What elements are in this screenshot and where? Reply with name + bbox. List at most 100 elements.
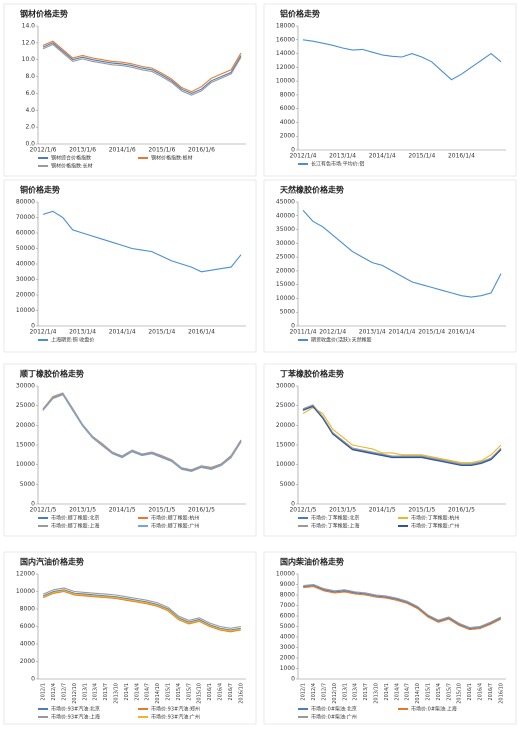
legend-label: 市场价:丁苯橡胶:广州 (411, 523, 459, 530)
series-line (42, 43, 242, 96)
y-tick-label: 2000 (280, 133, 295, 140)
x-tick-label: 2012/1 (301, 683, 307, 701)
legend-label: 市场价:0#柴油:北京 (311, 706, 357, 713)
series-line (42, 40, 242, 93)
x-tick-label: 2013/4 (93, 683, 99, 701)
y-tick-label: 16000 (276, 36, 295, 43)
y-tick-label: 80000 (16, 199, 35, 206)
y-tick-label: 5000 (280, 623, 295, 630)
y-tick-label: 45000 (276, 199, 295, 206)
x-tick-label: 2013/1 (342, 683, 348, 701)
y-tick-label: 30000 (16, 383, 35, 390)
x-tick-label: 2014/10 (415, 683, 421, 704)
y-tick-label: 8000 (280, 91, 295, 98)
x-tick-label: 2016/1/6 (188, 147, 215, 154)
panel (263, 179, 517, 353)
panel (3, 551, 257, 725)
x-tick-label: 2016/1 (207, 683, 213, 701)
x-tick-label: 2014/4 (134, 683, 140, 701)
legend-label: 市场价:顺丁橡胶:北京 (51, 515, 99, 522)
y-tick-label: 30000 (16, 276, 35, 283)
x-tick-label: 2011/1/4 (289, 329, 316, 336)
y-tick-label: 6000 (280, 105, 295, 112)
x-tick-label: 2014/7 (405, 683, 411, 701)
series-line (303, 583, 502, 629)
y-tick-label: 10000 (276, 78, 295, 85)
y-tick-label: 40000 (276, 212, 295, 219)
series-line (42, 590, 241, 633)
x-tick-label: 2016/1/4 (188, 329, 215, 336)
y-tick-label: 15000 (276, 281, 295, 288)
legend-label: 市场价:93#汽油:上海 (51, 714, 100, 721)
chart-title: 铜价格走势 (20, 185, 60, 195)
series-line (302, 404, 502, 465)
legend-label: 市场价:顺丁橡胶:上海 (51, 523, 99, 530)
y-tick-label: 18000 (276, 23, 295, 30)
x-tick-label: 2012/1/5 (289, 507, 316, 514)
panel (3, 3, 257, 177)
chart-title: 顺丁橡胶价格走势 (20, 369, 84, 379)
x-tick-label: 2016/1/4 (448, 153, 475, 160)
y-tick-label: 5000 (280, 481, 295, 488)
x-tick-label: 2015/10 (197, 683, 203, 704)
chart-title: 钢材价格走势 (20, 9, 68, 19)
y-tick-label: 10000 (16, 461, 35, 468)
panel (263, 363, 517, 537)
x-tick-label: 2015/4 (436, 683, 442, 701)
legend-label: 期货收盘价(活跃):天然橡胶 (311, 337, 372, 344)
x-tick-label: 2015/1/5 (408, 507, 435, 514)
chart-title: 天然橡胶价格走势 (280, 185, 344, 195)
x-tick-label: 2012/1 (41, 683, 47, 701)
series-line (42, 589, 241, 631)
x-tick-label: 2015/1/6 (148, 147, 175, 154)
x-tick-label: 2013/1/5 (69, 507, 96, 514)
y-tick-label: 25000 (276, 254, 295, 261)
legend-label: 上海期货:铜 收盘价 (51, 337, 94, 344)
x-tick-label: 2014/4 (394, 683, 400, 701)
x-tick-label: 2012/7 (62, 683, 68, 701)
y-tick-label: 10000 (276, 461, 295, 468)
x-tick-label: 2012/10 (72, 683, 78, 704)
series-line (42, 392, 242, 471)
y-tick-label: 9000 (280, 581, 295, 588)
x-tick-label: 2016/1/5 (188, 507, 215, 514)
y-tick-label: 15000 (16, 442, 35, 449)
x-tick-label: 2014/10 (155, 683, 161, 704)
x-tick-label: 2013/1/6 (69, 147, 96, 154)
x-tick-label: 2014/1/5 (369, 507, 396, 514)
y-tick-label: 10.0 (22, 56, 36, 63)
y-tick-label: 30000 (276, 383, 295, 390)
y-tick-label: 1000 (280, 665, 295, 672)
x-tick-label: 2016/7 (488, 683, 494, 701)
x-tick-label: 2016/10 (238, 683, 244, 704)
x-tick-label: 2012/10 (332, 683, 338, 704)
x-tick-label: 2014/1/4 (389, 329, 416, 336)
x-tick-label: 2012/4 (311, 683, 317, 701)
x-tick-label: 2013/10 (114, 683, 120, 704)
y-tick-label: 10000 (16, 588, 35, 595)
chart-title: 国内汽油价格走势 (20, 557, 84, 567)
y-tick-label: 7000 (280, 602, 295, 609)
y-tick-label: 20000 (16, 292, 35, 299)
y-tick-label: 2.0 (25, 124, 35, 131)
y-tick-label: 40000 (16, 261, 35, 268)
x-tick-label: 2014/1/4 (109, 329, 136, 336)
legend-label: 市场价:93#汽油:北京 (51, 706, 100, 713)
legend-label: 市场价:0#柴油:广州 (311, 714, 357, 721)
series-line (42, 587, 241, 629)
y-tick-label: 70000 (16, 214, 35, 221)
x-tick-label: 2014/7 (145, 683, 151, 701)
x-tick-label: 2015/1 (426, 683, 432, 701)
x-tick-label: 2015/1/4 (418, 329, 445, 336)
x-tick-label: 2016/1 (467, 683, 473, 701)
x-tick-label: 2013/1/5 (329, 507, 356, 514)
y-tick-label: 0.0 (25, 141, 35, 148)
series-line (42, 42, 242, 94)
x-tick-label: 2014/1 (124, 683, 130, 701)
y-tick-label: 6000 (20, 623, 35, 630)
x-tick-label: 2013/7 (103, 683, 109, 701)
y-tick-label: 25000 (276, 402, 295, 409)
x-tick-label: 2015/1 (166, 683, 172, 701)
x-tick-label: 2012/1/6 (29, 147, 56, 154)
